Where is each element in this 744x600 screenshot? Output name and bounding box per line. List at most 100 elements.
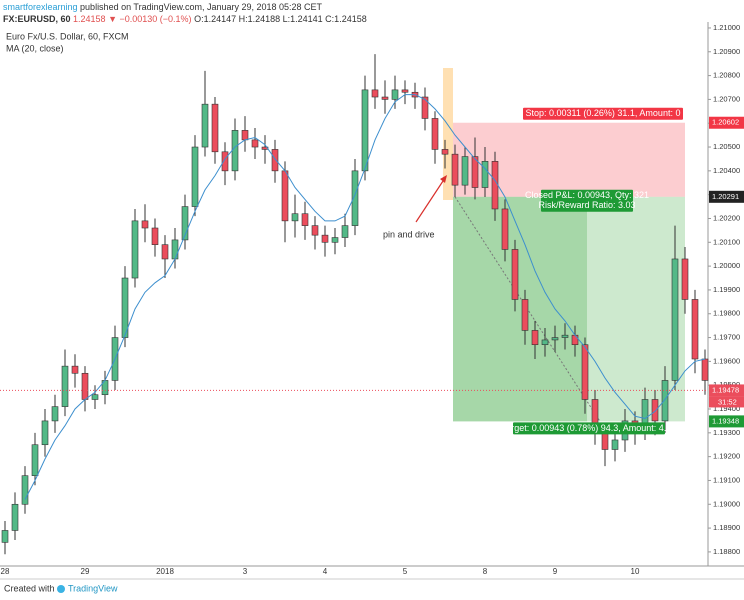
symbol-line: FX:EURUSD, 60 1.24158 ▼ −0.00130 (−0.1%)… — [3, 14, 367, 24]
candle-body — [11, 503, 19, 531]
candle-body — [181, 206, 189, 241]
target-zone-closed — [453, 196, 587, 422]
target-price-tag-box — [709, 415, 744, 428]
candle-body — [551, 337, 559, 341]
pnl-label: Closed P&L: 0.00943, Qty: 321 — [525, 190, 649, 200]
candle-body — [681, 258, 689, 300]
candle-body — [531, 330, 539, 346]
candle-body — [211, 103, 219, 153]
y-tick-label: 1.19700 — [713, 333, 740, 342]
candle-body — [151, 227, 159, 245]
candle-body — [91, 394, 99, 400]
candle-body — [1, 530, 9, 543]
target-label: Target: 0.00943 (0.78%) 94.3, Amount: 4.… — [502, 423, 677, 433]
stop-label: Stop: 0.00311 (0.26%) 31.1, Amount: 0 — [526, 108, 681, 118]
arrow-head — [440, 175, 447, 183]
y-tick-label: 1.19200 — [713, 452, 740, 461]
x-tick-label: 9 — [553, 567, 558, 576]
stop-label-box — [523, 107, 683, 120]
y-tick-label: 1.18800 — [713, 547, 740, 556]
candle-body — [581, 344, 589, 400]
candle-body — [31, 444, 39, 476]
target-label-box — [513, 422, 665, 435]
candle-body — [371, 89, 379, 98]
candle-body — [571, 334, 579, 346]
candle-body — [121, 277, 129, 338]
candle-body — [191, 146, 199, 207]
ohlc: O:1.24147 H:1.24188 L:1.24141 C:1.24158 — [194, 14, 367, 24]
countdown: 31:52 — [718, 397, 737, 406]
target-zone — [453, 196, 685, 422]
y-tick-label: 1.20800 — [713, 71, 740, 80]
change: ▼ −0.00130 (−0.1%) — [108, 14, 192, 24]
y-tick-label: 1.20100 — [713, 237, 740, 246]
y-tick-label: 1.19400 — [713, 404, 740, 413]
y-tick-label: 1.20700 — [713, 94, 740, 103]
footer-created: Created with — [4, 583, 55, 593]
candle-body — [131, 220, 139, 279]
candle-body — [511, 249, 519, 300]
x-tick-label: 28 — [1, 567, 10, 576]
stop-price-tag-box — [709, 116, 744, 129]
last-price-tag: 1.19478 — [712, 385, 739, 394]
candle-body — [701, 358, 709, 381]
entry-price-tag-box — [709, 190, 744, 203]
candle-body — [651, 399, 659, 422]
publisher[interactable]: smartforexlearning — [3, 2, 78, 12]
candle-body — [381, 96, 389, 100]
highlight-bar — [443, 68, 453, 200]
y-tick-label: 1.20400 — [713, 166, 740, 175]
y-tick-label: 1.20500 — [713, 142, 740, 151]
y-tick-label: 1.19000 — [713, 499, 740, 508]
candle-body — [501, 208, 509, 250]
candle-body — [491, 161, 499, 210]
candle-body — [441, 149, 449, 155]
candle-body — [81, 372, 89, 400]
x-tick-label: 5 — [403, 567, 408, 576]
y-tick-label: 1.19900 — [713, 285, 740, 294]
candle-body — [231, 130, 239, 172]
candle-body — [271, 149, 279, 172]
candle-body — [461, 156, 469, 186]
rr-label: Risk/Reward Ratio: 3.03 — [538, 200, 635, 210]
candle-body — [331, 237, 339, 243]
last-price-tag-box — [709, 384, 744, 397]
x-tick-label: 3 — [243, 567, 248, 576]
candle-body — [291, 213, 299, 222]
chart-title: Euro Fx/U.S. Dollar, 60, FXCM — [6, 31, 129, 41]
y-tick-label: 1.20000 — [713, 261, 740, 270]
candle-body — [691, 299, 699, 360]
candle-body — [71, 365, 79, 374]
candle-body — [251, 139, 259, 148]
symbol: FX:EURUSD, 60 — [3, 14, 71, 24]
candle-body — [521, 299, 529, 331]
candle-body — [321, 234, 329, 243]
x-tick-label: 10 — [631, 567, 640, 576]
tradingview-logo[interactable] — [57, 585, 65, 593]
candle-body — [161, 244, 169, 260]
candle-body — [61, 365, 69, 407]
candle-body — [541, 339, 549, 346]
candle-body — [201, 103, 209, 148]
candle-body — [221, 151, 229, 172]
candle-body — [471, 156, 479, 188]
candle-body — [431, 118, 439, 150]
x-tick-label: 2018 — [156, 567, 174, 576]
stop-price-tag: 1.20602 — [712, 118, 739, 127]
annotation-arrow — [415, 177, 446, 223]
entry-price-tag: 1.20291 — [712, 192, 739, 201]
candle-body — [341, 225, 349, 238]
countdown-box — [709, 396, 744, 408]
candle-body — [51, 406, 59, 422]
candle-body — [311, 225, 319, 236]
candle-body — [351, 170, 359, 226]
x-tick-label: 8 — [483, 567, 488, 576]
target-price-tag: 1.19348 — [712, 416, 739, 425]
candle-body — [671, 258, 679, 381]
candle-body — [141, 220, 149, 229]
annotation: pin and drive — [383, 229, 435, 239]
y-tick-label: 1.19300 — [713, 428, 740, 437]
footer-brand[interactable]: TradingView — [68, 583, 118, 593]
